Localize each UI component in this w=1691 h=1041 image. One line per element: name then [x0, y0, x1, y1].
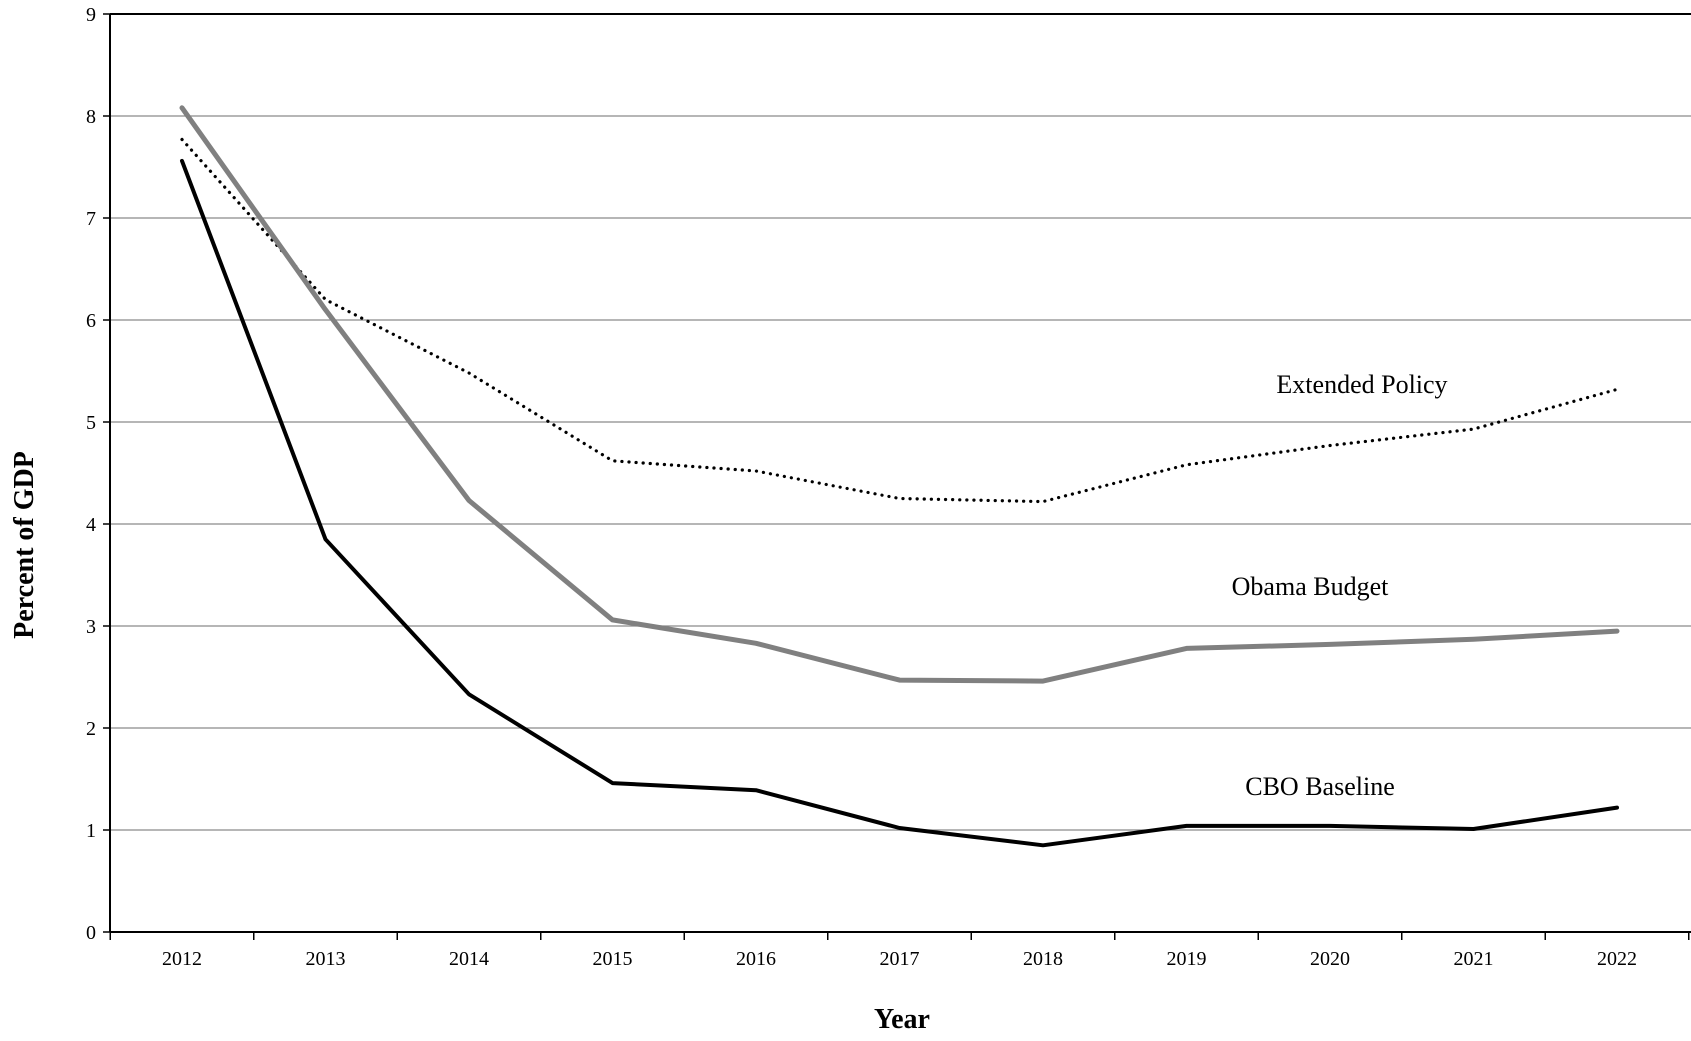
x-tick-label: 2018 — [1023, 948, 1063, 970]
x-tick-label: 2012 — [162, 948, 202, 970]
series-lines — [179, 105, 1620, 848]
series-label-obama-budget: Obama Budget — [1232, 572, 1389, 601]
x-tick-label: 2015 — [593, 948, 633, 970]
x-tick-label: 2016 — [736, 948, 776, 970]
y-tick-label: 1 — [86, 820, 96, 842]
series-line-cbo-baseline — [180, 158, 1619, 848]
x-tick-labels: 2012 2013 2014 2015 2016 2017 2018 2019 2020 2021… — [162, 948, 1637, 970]
series-label-extended-policy: Extended Policy — [1276, 370, 1447, 399]
y-tick-label: 5 — [86, 412, 96, 434]
series-label-cbo-baseline: CBO Baseline — [1245, 772, 1395, 801]
y-tick-labels: 0 1 2 3 4 5 6 7 8 9 — [86, 4, 96, 944]
y-tick-label: 4 — [86, 514, 96, 536]
y-tick-label: 0 — [86, 922, 96, 944]
x-tick-label: 2019 — [1167, 948, 1207, 970]
x-tick-label: 2020 — [1310, 948, 1350, 970]
y-tick-label: 7 — [86, 208, 96, 230]
x-tick-label: 2022 — [1597, 948, 1637, 970]
gridlines — [110, 13, 1691, 831]
axes — [103, 13, 1691, 940]
series-labels: Extended Policy Obama Budget CBO Baseline — [1232, 370, 1448, 801]
y-tick-label: 2 — [86, 718, 96, 740]
y-tick-label: 8 — [86, 106, 96, 128]
series-line-obama-budget — [179, 105, 1620, 684]
x-tick-label: 2021 — [1454, 948, 1494, 970]
x-tick-label: 2017 — [880, 948, 920, 970]
y-axis-title: Percent of GDP — [9, 451, 40, 639]
x-axis-title: Year — [874, 1004, 930, 1035]
x-tick-label: 2013 — [306, 948, 346, 970]
y-tick-label: 3 — [86, 616, 96, 638]
x-tick-label: 2014 — [449, 948, 489, 970]
y-tick-label: 9 — [86, 4, 96, 26]
y-tick-label: 6 — [86, 310, 96, 332]
